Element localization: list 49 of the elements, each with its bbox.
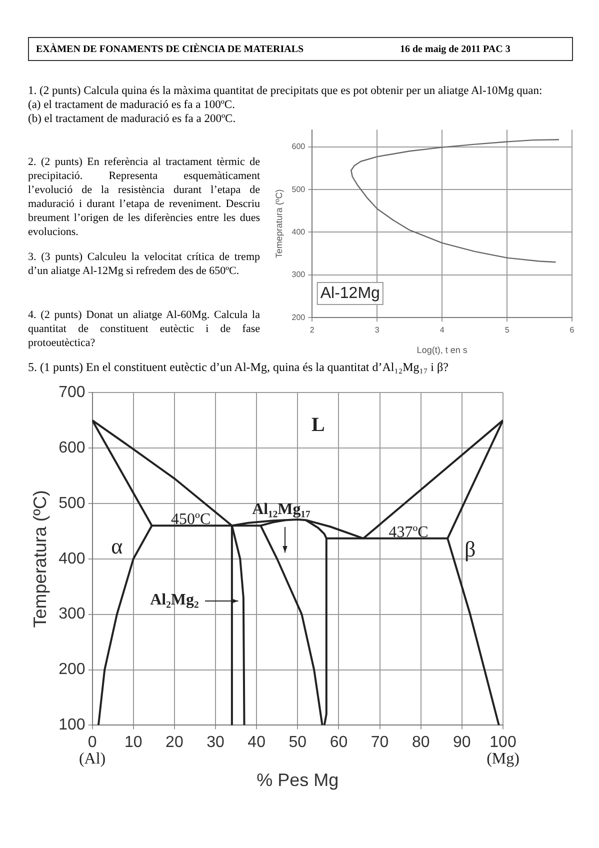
x-axis-title: % Pes Mg [256,770,339,790]
annotation: 437ºC [388,524,428,542]
y-tick-label: 400 [292,227,306,236]
annotation: L [312,414,325,436]
x-tick-label: 90 [453,734,471,752]
y-tick-label: 100 [58,716,86,734]
x-tick-label: 100 [490,734,516,752]
x-tick-label: 80 [412,734,430,752]
x-tick-label: 60 [330,734,348,752]
annotation: Al₂Mg₂ [150,592,199,609]
x-tick-label: 10 [124,734,142,752]
x-axis-title: Log(t), t en s [416,345,468,356]
text: 1. (2 punts) Calcula quina és la màxima quantitat de precipitats que es pot obtenir per un aliatge Al-10Mg quan: (a) el tractament de maduració es fa a 100ºC. (b) el tractament de maduració es fa a 200ºC. [28,84,544,126]
text: 4. (2 punts) Donat un aliatge Al-60Mg. Calcula la quantitat de constituent eutèctic i de fase protoeutèctica? [28,308,260,350]
y-tick-label: 600 [58,439,86,456]
y-tick-label: 200 [58,661,86,678]
x-tick-label: 2 [310,326,315,335]
x-tick-label: 70 [370,734,389,752]
x-tick-label: 4 [440,326,445,335]
y-tick-label: 600 [292,142,306,152]
chart-title: 5. (1 punts) En el constituent eutèctic d’un Al-Mg, quina és la quantitat d’Al₁₂Mg₁₇ i β? [28,360,450,376]
y-tick-label: 500 [292,184,306,194]
x-tick-label: 50 [288,734,307,752]
annotation: β [464,536,476,562]
y-tick-label: 300 [58,606,86,623]
annotation: Al₁₂Mg₁₇ [252,501,311,518]
y-tick-label: 700 [58,384,86,402]
y-tick-label: 400 [58,550,86,568]
x-tick-label: 30 [206,734,225,752]
text: (Al) [78,750,106,768]
y-axis-title: Temperatura (ºC) [30,490,50,628]
annotation: α [111,534,124,559]
y-tick-label: 200 [292,312,306,322]
text: 3. (3 punts) Calculeu la velocitat crítica de tremp d’un aliatge Al-12Mg si refredem des de 650ºC. [28,250,260,278]
x-tick-label: 20 [166,734,184,752]
x-tick-label: 0 [88,734,97,752]
x-tick-label: 3 [374,326,380,335]
x-tick-label: 6 [570,326,575,335]
text: 2. (2 punts) En referència al tractament tèrmic de precipitació. Representa esquemàticament l’evolució de la resistència durant l’etapa de maduració i durant l’etapa de reveniment. Descriu breument l’origen de les diferències entre les dues evolucions. [28,155,260,239]
y-axis-title: Temepratura (ºC) [274,189,284,258]
text: (Mg) [486,750,520,768]
annotation: 450ºC [171,511,211,528]
y-tick-label: 500 [58,494,86,512]
text: EXÀMEN DE FONAMENTS DE CIÈNCIA DE MATERIALS [36,43,305,57]
x-tick-label: 40 [248,734,266,752]
annotation: Al-12Mg [320,284,380,302]
x-tick-label: 5 [504,326,510,335]
text: 16 de maig de 2011 PAC 3 [400,43,512,57]
y-tick-label: 300 [292,270,306,280]
